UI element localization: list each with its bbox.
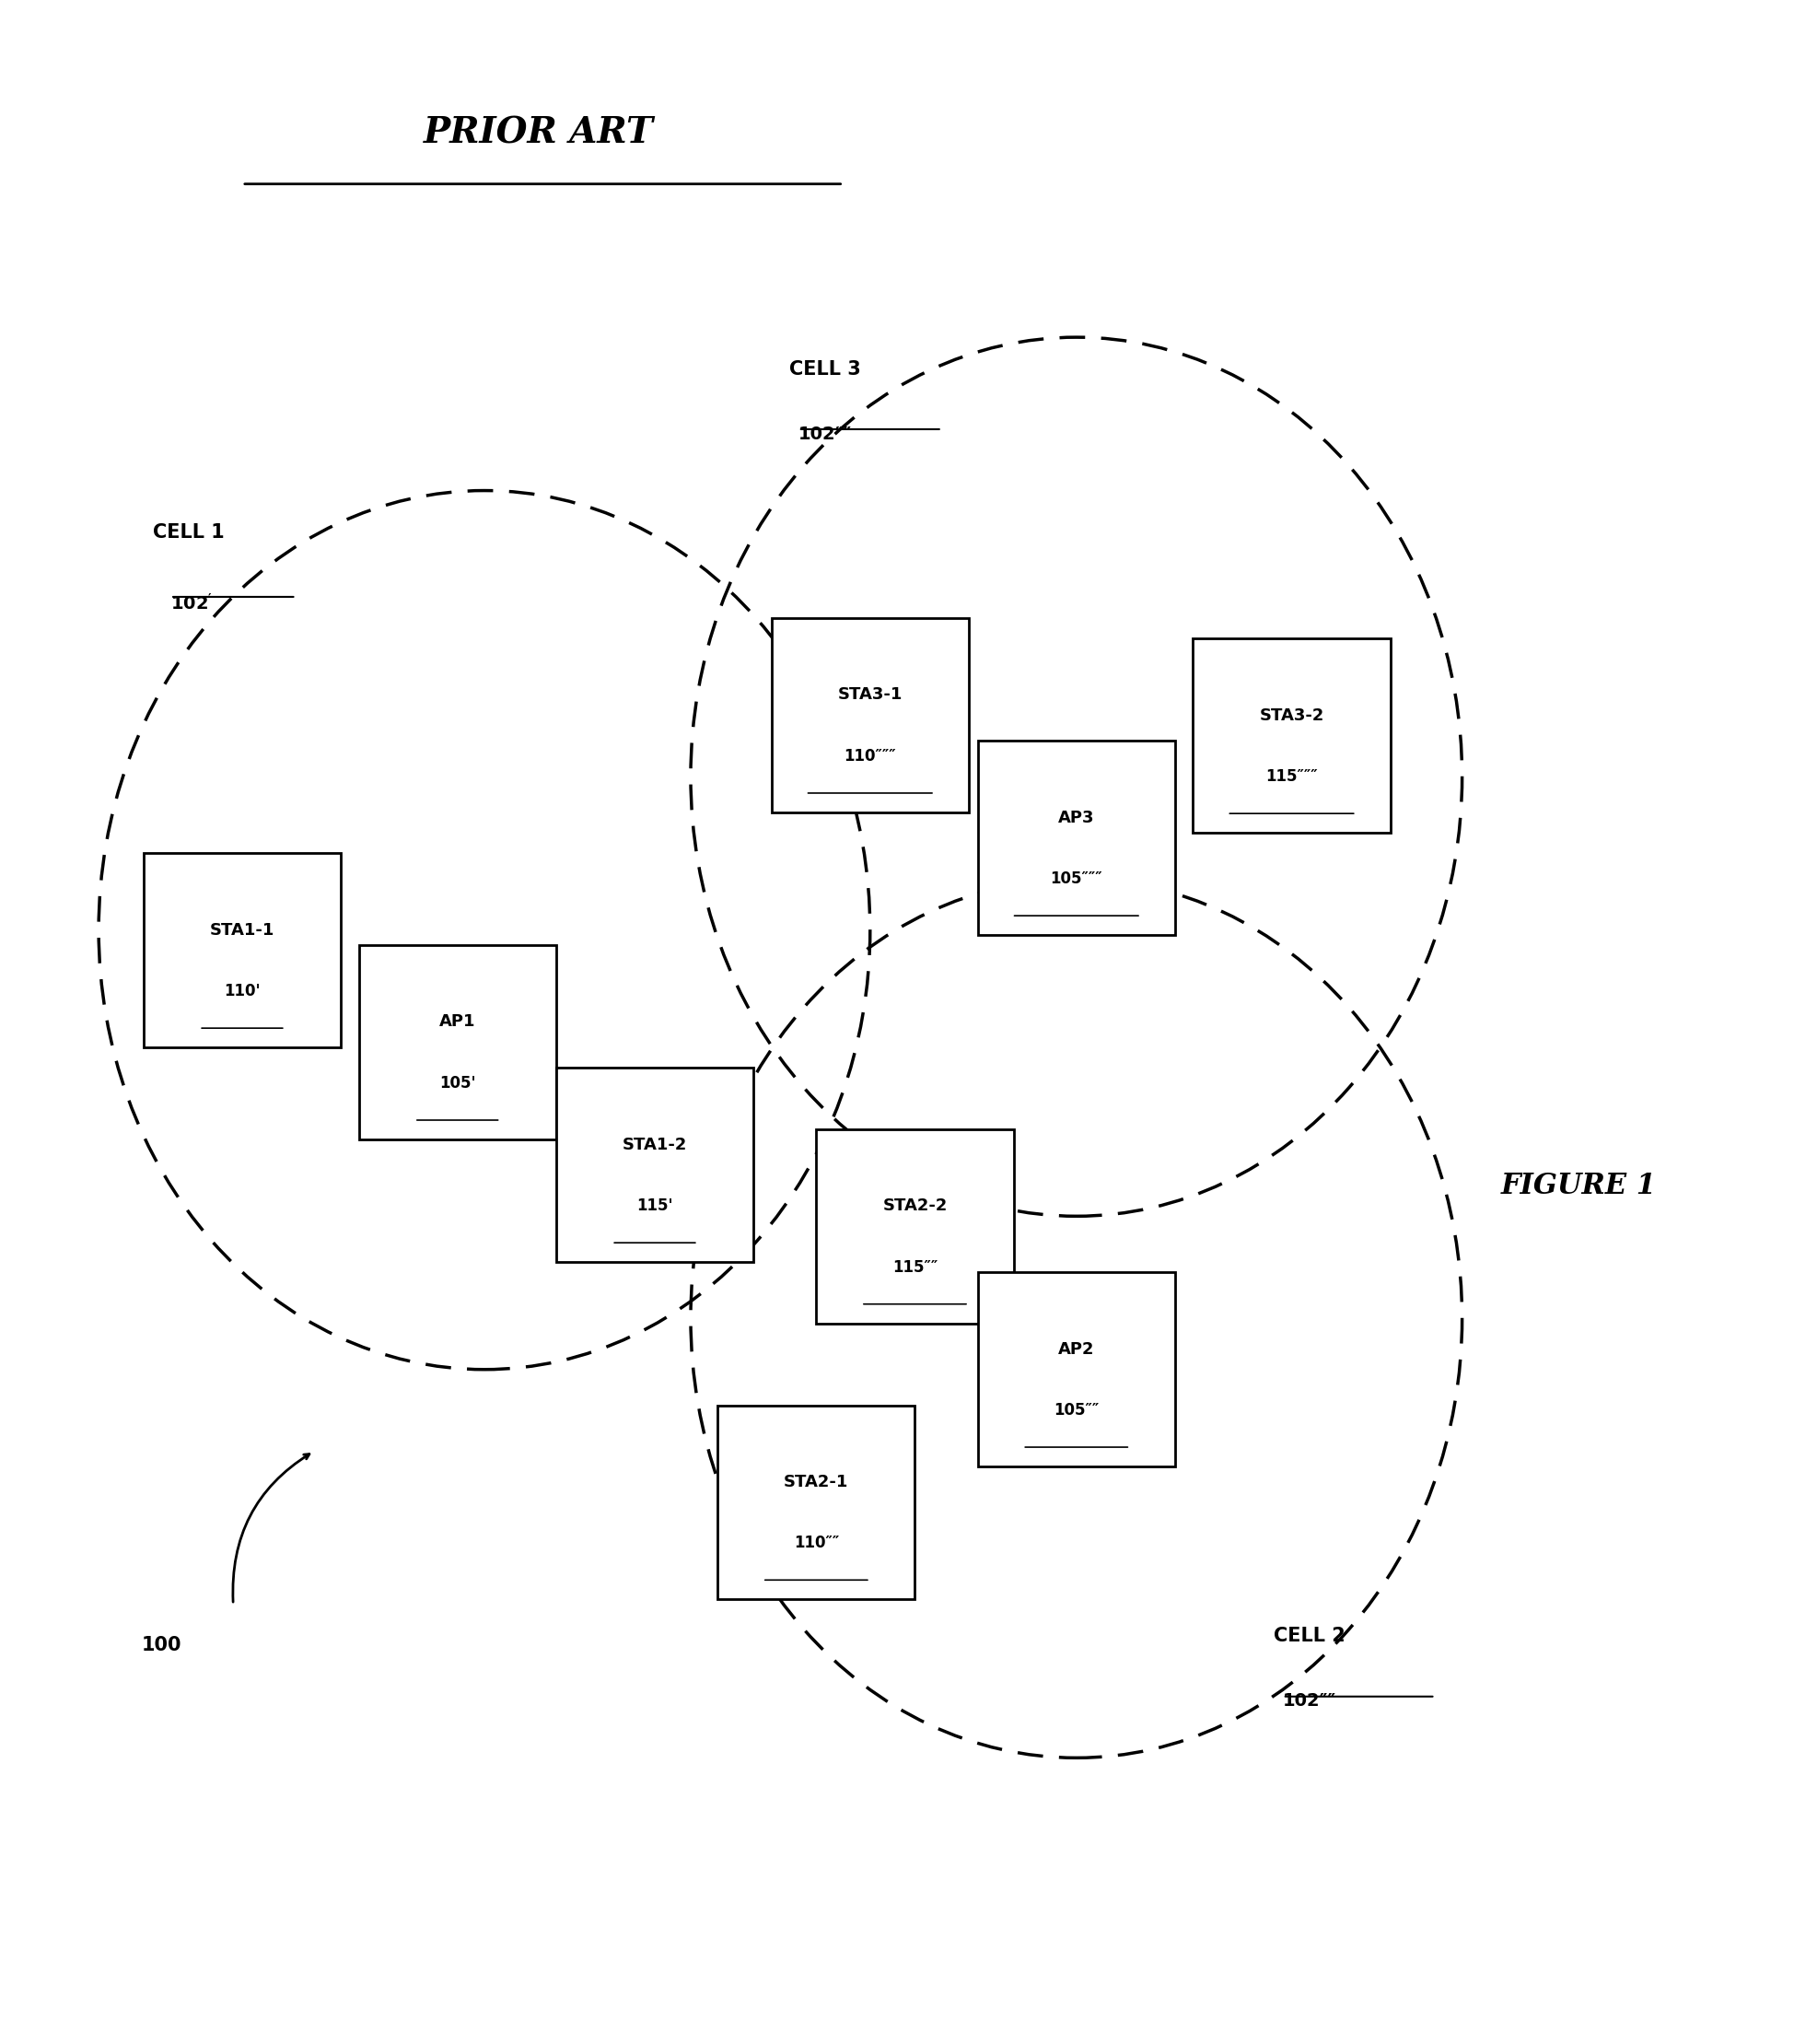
Text: STA3-2: STA3-2 [1259, 707, 1324, 724]
Text: STA1-1: STA1-1 [210, 922, 274, 938]
FancyBboxPatch shape [978, 742, 1175, 936]
Text: 102″″: 102″″ [798, 425, 852, 444]
FancyBboxPatch shape [1193, 638, 1390, 832]
Text: CELL 3: CELL 3 [789, 360, 861, 378]
Text: $\mathregular{102'}$: $\mathregular{102'}$ [170, 593, 213, 613]
FancyBboxPatch shape [978, 1271, 1175, 1468]
Text: CELL 2: CELL 2 [1274, 1627, 1346, 1645]
Text: AP1: AP1 [440, 1014, 475, 1030]
Text: AP3: AP3 [1058, 809, 1094, 826]
FancyBboxPatch shape [359, 944, 556, 1141]
Text: 115': 115' [637, 1198, 673, 1214]
Text: AP2: AP2 [1058, 1341, 1094, 1357]
FancyBboxPatch shape [816, 1128, 1014, 1325]
Text: STA1-2: STA1-2 [623, 1136, 687, 1153]
Text: STA2-2: STA2-2 [883, 1198, 947, 1214]
Text: STA3-1: STA3-1 [838, 687, 902, 703]
Text: 110″″″: 110″″″ [843, 748, 897, 764]
Text: 102″″: 102″″ [1283, 1692, 1337, 1711]
Text: 115″″: 115″″ [892, 1259, 938, 1275]
FancyBboxPatch shape [771, 617, 969, 811]
Text: STA2-1: STA2-1 [784, 1474, 849, 1490]
FancyBboxPatch shape [144, 854, 341, 1047]
Text: 100: 100 [142, 1635, 181, 1656]
Text: 115″″″: 115″″″ [1265, 769, 1319, 785]
FancyBboxPatch shape [718, 1406, 915, 1598]
Text: FIGURE 1: FIGURE 1 [1502, 1171, 1656, 1200]
Text: 105″″: 105″″ [1053, 1402, 1100, 1419]
FancyBboxPatch shape [556, 1067, 753, 1261]
Text: 110″″: 110″″ [793, 1535, 840, 1551]
Text: 105': 105' [440, 1075, 475, 1091]
Text: CELL 1: CELL 1 [152, 523, 224, 542]
Text: 110': 110' [224, 983, 260, 1000]
Text: PRIOR ART: PRIOR ART [423, 114, 653, 151]
Text: 105″″″: 105″″″ [1049, 871, 1103, 887]
